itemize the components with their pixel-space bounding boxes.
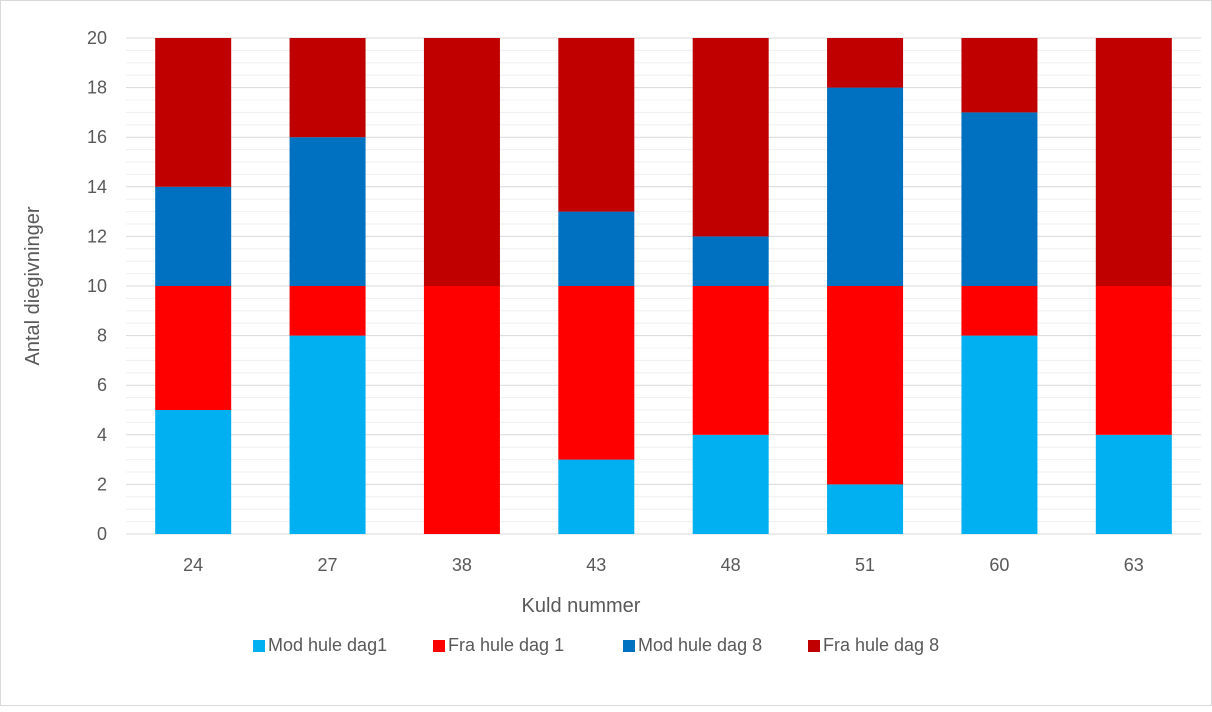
bar-segment [558, 459, 635, 534]
bar-segment [558, 211, 635, 286]
x-tick-label: 38 [452, 555, 472, 575]
bar-segment [827, 38, 904, 88]
bar-segment [1095, 38, 1172, 286]
legend-label: Fra hule dag 1 [448, 635, 564, 655]
y-axis-label: Antal diegivninger [22, 206, 44, 365]
bar-segment [692, 38, 769, 237]
bar-segment [961, 112, 1038, 287]
legend-swatch [253, 640, 265, 652]
y-tick-label: 12 [87, 226, 107, 246]
x-tick-label: 48 [721, 555, 741, 575]
y-tick-label: 6 [97, 375, 107, 395]
x-tick-label: 24 [183, 555, 203, 575]
bar-segment [692, 434, 769, 534]
bar-segment [289, 137, 366, 286]
bar-segment [558, 38, 635, 212]
bar-segment [961, 286, 1038, 336]
y-tick-label: 18 [87, 78, 107, 98]
bar-segment [558, 286, 635, 460]
legend: Mod hule dag1 Fra hule dag 1 Mod hule dag … [253, 635, 939, 655]
x-tick-label: 27 [318, 555, 338, 575]
bar-segment [289, 335, 366, 534]
gridlines [126, 37, 1201, 523]
y-tick-label: 10 [87, 276, 107, 296]
bar-segment [289, 286, 366, 336]
bar-segment [155, 410, 232, 534]
legend-label: Mod hule dag 8 [638, 635, 762, 655]
x-tick-label: 51 [855, 555, 875, 575]
y-tick-label: 4 [97, 425, 107, 445]
legend-swatch [808, 640, 820, 652]
bar-segment [1095, 286, 1172, 435]
bar-segment [155, 38, 232, 187]
x-tick-label: 43 [586, 555, 606, 575]
bar-segment [692, 236, 769, 286]
bar-segment [961, 335, 1038, 534]
bar-segment [155, 186, 232, 286]
x-tick-label: 60 [989, 555, 1009, 575]
y-tick-label: 14 [87, 177, 107, 197]
bar-segment [155, 286, 232, 410]
y-tick-label: 2 [97, 474, 107, 494]
bar-segment [827, 286, 904, 485]
y-tick-labels: 0 2 4 6 8 10 12 14 16 18 20 [87, 28, 107, 544]
legend-label: Fra hule dag 8 [823, 635, 939, 655]
bar-segment [1095, 434, 1172, 534]
bar-segment [692, 286, 769, 435]
y-tick-label: 16 [87, 127, 107, 147]
legend-swatch [433, 640, 445, 652]
y-tick-label: 0 [97, 524, 107, 544]
bar-segment [827, 87, 904, 286]
y-tick-label: 20 [87, 28, 107, 48]
bars [155, 38, 1172, 534]
x-tick-labels: 24 27 38 43 48 51 60 63 [183, 555, 1144, 575]
y-tick-label: 8 [97, 326, 107, 346]
x-tick-label: 63 [1124, 555, 1144, 575]
bar-segment [423, 38, 500, 286]
x-axis-label: Kuld nummer [522, 595, 641, 617]
bar-segment [289, 38, 366, 138]
legend-swatch [623, 640, 635, 652]
legend-label: Mod hule dag1 [268, 635, 387, 655]
bar-segment [423, 286, 500, 534]
bar-segment [961, 38, 1038, 113]
bar-segment [827, 484, 904, 534]
